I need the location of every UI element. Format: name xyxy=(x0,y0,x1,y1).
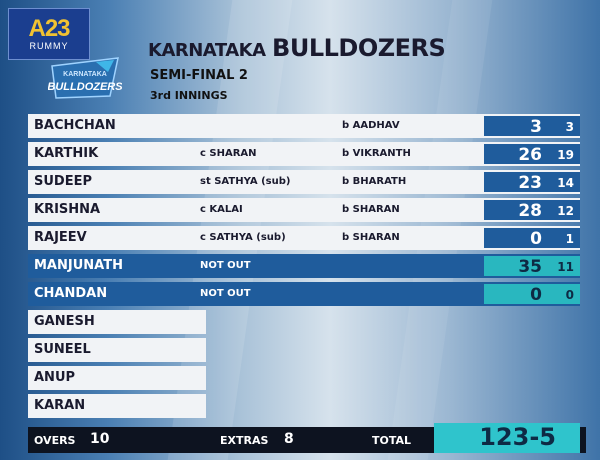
balls: 1 xyxy=(565,232,574,246)
runs: 0 xyxy=(530,229,542,249)
dismissal: NOT OUT xyxy=(200,288,251,299)
batter-name: BACHCHAN xyxy=(34,118,116,133)
balls: 3 xyxy=(565,120,574,134)
runs: 0 xyxy=(530,285,542,305)
team-crest: KARNATAKA BULLDOZERS xyxy=(48,57,122,99)
logo-subtext: RUMMY xyxy=(29,41,69,51)
runs: 28 xyxy=(518,201,542,221)
bowler: b BHARATH xyxy=(342,176,407,187)
dismissal: c KALAI xyxy=(200,204,243,215)
bowler: b SHARAN xyxy=(342,204,400,215)
dismissal: c SATHYA (sub) xyxy=(200,232,286,243)
logo-text: A23 xyxy=(28,15,70,42)
batter-name: ANUP xyxy=(34,370,76,385)
score-footer: OVERS 10 EXTRAS 8 TOTAL 123-5 xyxy=(28,423,586,453)
page-title: KARNATAKA BULLDOZERS xyxy=(148,34,446,62)
score-box: 35 11 xyxy=(484,256,580,277)
batter-row: BACHCHAN b AADHAV 3 3 xyxy=(28,114,586,138)
bowler: b VIKRANTH xyxy=(342,148,411,159)
dismissal: c SHARAN xyxy=(200,148,257,159)
batter-name: SUNEEL xyxy=(34,342,91,357)
extras-value: 8 xyxy=(284,431,294,447)
batter-row-not-out: CHANDAN NOT OUT 0 0 xyxy=(28,282,586,306)
balls: 11 xyxy=(557,260,574,274)
innings-label: 3rd INNINGS xyxy=(150,89,228,102)
batter-row: RAJEEV c SATHYA (sub) b SHARAN 0 1 xyxy=(28,226,586,250)
batter-name: CHANDAN xyxy=(34,286,108,301)
score-box: 23 14 xyxy=(484,172,580,193)
total-box: 123-5 xyxy=(434,423,580,453)
crest-line1: KARNATAKA xyxy=(63,71,107,78)
bowler: b SHARAN xyxy=(342,232,400,243)
match-stage: SEMI-FINAL 2 xyxy=(150,68,248,83)
did-not-bat-row: KARAN xyxy=(28,394,586,418)
runs: 23 xyxy=(518,173,542,193)
batter-row: KARTHIK c SHARAN b VIKRANTH 26 19 xyxy=(28,142,586,166)
total-label: TOTAL xyxy=(372,434,412,447)
crest-line2: BULLDOZERS xyxy=(48,81,122,93)
extras-label: EXTRAS xyxy=(220,434,269,447)
did-not-bat-row: SUNEEL xyxy=(28,338,586,362)
score-box: 0 1 xyxy=(484,228,580,249)
balls: 14 xyxy=(557,176,574,190)
bowler: b AADHAV xyxy=(342,120,400,131)
batter-name: RAJEEV xyxy=(34,230,87,245)
batter-name: GANESH xyxy=(34,314,95,329)
balls: 12 xyxy=(557,204,574,218)
dismissal: NOT OUT xyxy=(200,260,251,271)
batter-name: KARTHIK xyxy=(34,146,99,161)
batter-name: MANJUNATH xyxy=(34,258,123,273)
runs: 3 xyxy=(530,117,542,137)
balls: 0 xyxy=(565,288,574,302)
runs: 26 xyxy=(518,145,542,165)
score-box: 28 12 xyxy=(484,200,580,221)
score-box: 26 19 xyxy=(484,144,580,165)
batter-row: KRISHNA c KALAI b SHARAN 28 12 xyxy=(28,198,586,222)
overs-value: 10 xyxy=(90,431,110,447)
runs: 35 xyxy=(518,257,542,277)
batter-row: SUDEEP st SATHYA (sub) b BHARATH 23 14 xyxy=(28,170,586,194)
score-box: 3 3 xyxy=(484,116,580,137)
overs-label: OVERS xyxy=(34,434,76,447)
dismissal: st SATHYA (sub) xyxy=(200,176,291,187)
total-score: 123-5 xyxy=(479,423,556,451)
team-prefix: KARNATAKA xyxy=(148,40,266,61)
sponsor-logo: A23 RUMMY xyxy=(8,8,90,60)
balls: 19 xyxy=(557,148,574,162)
batter-name: SUDEEP xyxy=(34,174,92,189)
batter-name: KARAN xyxy=(34,398,86,413)
score-box: 0 0 xyxy=(484,284,580,305)
team-name: BULLDOZERS xyxy=(272,34,446,62)
batter-name: KRISHNA xyxy=(34,202,101,217)
batter-row-not-out: MANJUNATH NOT OUT 35 11 xyxy=(28,254,586,278)
did-not-bat-row: ANUP xyxy=(28,366,586,390)
did-not-bat-row: GANESH xyxy=(28,310,586,334)
scorecard: BACHCHAN b AADHAV 3 3 KARTHIK c SHARAN b… xyxy=(28,114,586,422)
